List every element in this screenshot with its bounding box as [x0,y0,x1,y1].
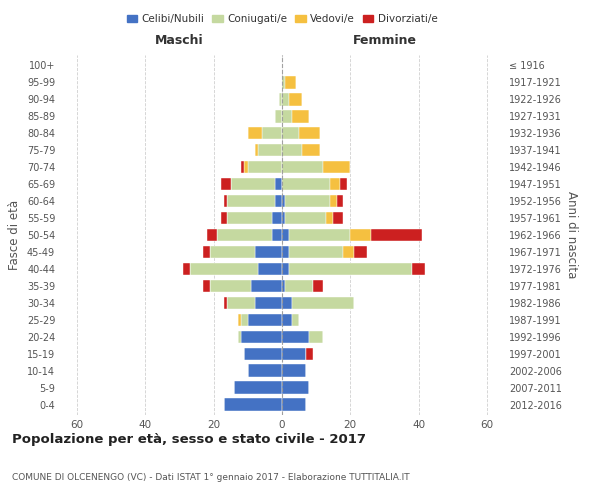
Bar [292,296,354,310]
Bar [254,246,282,258]
Bar [210,280,251,292]
Bar [282,330,310,344]
Bar [275,178,282,190]
Bar [238,314,241,326]
Bar [254,296,282,310]
Bar [275,110,282,122]
Bar [275,194,282,207]
Bar [282,212,286,224]
Bar [221,178,231,190]
Bar [326,212,333,224]
Bar [234,382,282,394]
Bar [282,364,306,377]
Bar [241,330,282,344]
Bar [244,348,282,360]
Text: Femmine: Femmine [352,34,416,46]
Bar [306,348,313,360]
Bar [258,262,282,276]
Bar [354,246,367,258]
Y-axis label: Fasce di età: Fasce di età [8,200,21,270]
Bar [282,126,299,140]
Bar [289,246,343,258]
Bar [330,194,337,207]
Legend: Celibi/Nubili, Coniugati/e, Vedovi/e, Divorziati/e: Celibi/Nubili, Coniugati/e, Vedovi/e, Di… [122,10,442,29]
Bar [286,76,296,88]
Text: COMUNE DI OLCENENGO (VC) - Dati ISTAT 1° gennaio 2017 - Elaborazione TUTTITALIA.: COMUNE DI OLCENENGO (VC) - Dati ISTAT 1°… [12,473,410,482]
Bar [350,228,371,241]
Bar [330,178,340,190]
Bar [286,280,313,292]
Bar [248,126,262,140]
Bar [272,228,282,241]
Bar [217,228,272,241]
Bar [412,262,425,276]
Bar [302,144,320,156]
Bar [224,194,227,207]
Bar [254,144,258,156]
Bar [251,280,282,292]
Bar [241,314,248,326]
Bar [190,262,258,276]
Bar [227,296,254,310]
Bar [203,280,210,292]
Bar [282,246,289,258]
Bar [248,314,282,326]
Y-axis label: Anni di nascita: Anni di nascita [565,192,578,278]
Bar [282,314,292,326]
Text: Maschi: Maschi [155,34,204,46]
Bar [371,228,422,241]
Bar [282,228,289,241]
Bar [258,144,282,156]
Bar [286,194,330,207]
Bar [221,212,227,224]
Bar [227,212,272,224]
Bar [282,160,323,173]
Bar [286,212,326,224]
Bar [310,330,323,344]
Bar [340,178,347,190]
Bar [241,160,244,173]
Bar [282,348,306,360]
Bar [203,246,210,258]
Bar [224,398,282,411]
Bar [282,382,310,394]
Bar [313,280,323,292]
Bar [244,160,248,173]
Text: Popolazione per età, sesso e stato civile - 2017: Popolazione per età, sesso e stato civil… [12,432,366,446]
Bar [289,228,350,241]
Bar [227,194,275,207]
Bar [238,330,241,344]
Bar [210,246,254,258]
Bar [282,178,330,190]
Bar [282,280,286,292]
Bar [282,194,286,207]
Bar [289,93,302,106]
Bar [289,262,412,276]
Bar [333,212,343,224]
Bar [224,296,227,310]
Bar [337,194,343,207]
Bar [262,126,282,140]
Bar [248,364,282,377]
Bar [323,160,350,173]
Bar [231,178,275,190]
Bar [299,126,320,140]
Bar [282,76,286,88]
Bar [292,314,299,326]
Bar [282,296,292,310]
Bar [282,398,306,411]
Bar [343,246,354,258]
Bar [292,110,310,122]
Bar [248,160,282,173]
Bar [282,144,302,156]
Bar [183,262,190,276]
Bar [282,93,289,106]
Bar [278,93,282,106]
Bar [272,212,282,224]
Bar [207,228,217,241]
Bar [282,110,292,122]
Bar [282,262,289,276]
